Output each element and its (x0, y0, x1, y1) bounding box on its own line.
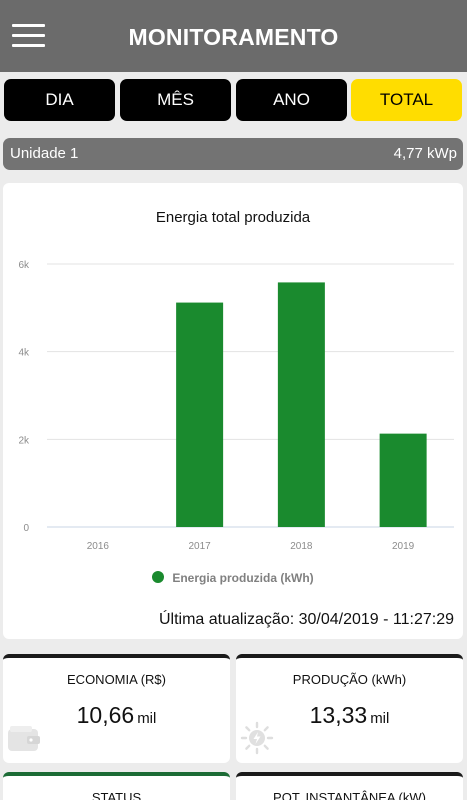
economia-value: 10,66 mil (3, 702, 230, 729)
economia-unit: mil (137, 710, 157, 727)
unit-selector[interactable]: Unidade 1 4,77 kWp (3, 138, 463, 170)
chart-card: Energia total produzida 0 2k 4k 6k 2016 2017 2… (3, 183, 463, 639)
bar-2019[interactable] (379, 433, 427, 527)
unit-name: Unidade 1 (10, 145, 79, 162)
sun-icon (240, 721, 274, 755)
economia-card[interactable]: ECONOMIA (R$) 10,66 mil (3, 654, 230, 763)
x-tick-label: 2019 (392, 541, 415, 552)
x-tick-label: 2016 (87, 541, 110, 552)
pot-instantanea-label: POT. INSTANTÂNEA (kW) (273, 790, 426, 800)
unit-power: 4,77 kWp (393, 145, 457, 162)
bar-2018[interactable] (277, 282, 325, 527)
economia-label: ECONOMIA (R$) (67, 672, 166, 687)
tab-total[interactable]: TOTAL (351, 79, 462, 121)
period-tabs: DIA MÊS ANO TOTAL (4, 79, 463, 121)
legend-dot (152, 571, 165, 583)
producao-label: PRODUÇÃO (kWh) (292, 672, 407, 687)
last-update: Última atualização: 30/04/2019 - 11:27:2… (158, 611, 454, 628)
legend-label: Energia produzida (kWh) (172, 571, 314, 585)
chart-title: Energia total produzida (155, 209, 311, 226)
page-title: MONITORAMENTO (128, 24, 339, 50)
producao-card[interactable]: PRODUÇÃO (kWh) 13,33 mil (236, 654, 463, 763)
y-tick-label: 2k (18, 435, 30, 446)
y-tick-label: 0 (23, 523, 29, 534)
tab-ano[interactable]: ANO (236, 79, 347, 121)
producao-unit: mil (370, 710, 390, 727)
status-card[interactable]: STATUS (3, 772, 230, 800)
y-tick-label: 4k (18, 348, 30, 359)
bar-2017[interactable] (176, 302, 224, 527)
menu-icon[interactable] (12, 22, 45, 50)
producao-value: 13,33 mil (236, 702, 463, 729)
status-label: STATUS (91, 790, 142, 800)
wallet-icon (8, 726, 40, 751)
bar-chart: 0 2k 4k 6k 2016 2017 2018 2019 (18, 260, 454, 552)
economia-number: 10,66 (76, 702, 135, 728)
producao-number: 13,33 (309, 702, 368, 728)
x-tick-label: 2017 (189, 541, 212, 552)
chart-legend: Energia produzida (kWh) (3, 571, 463, 585)
y-tick-label: 6k (18, 260, 30, 271)
app-header: MONITORAMENTO (0, 0, 467, 72)
x-tick-label: 2018 (290, 541, 313, 552)
pot-instantanea-card[interactable]: POT. INSTANTÂNEA (kW) (236, 772, 463, 800)
tab-mes[interactable]: MÊS (120, 79, 231, 121)
tab-dia[interactable]: DIA (4, 79, 115, 121)
